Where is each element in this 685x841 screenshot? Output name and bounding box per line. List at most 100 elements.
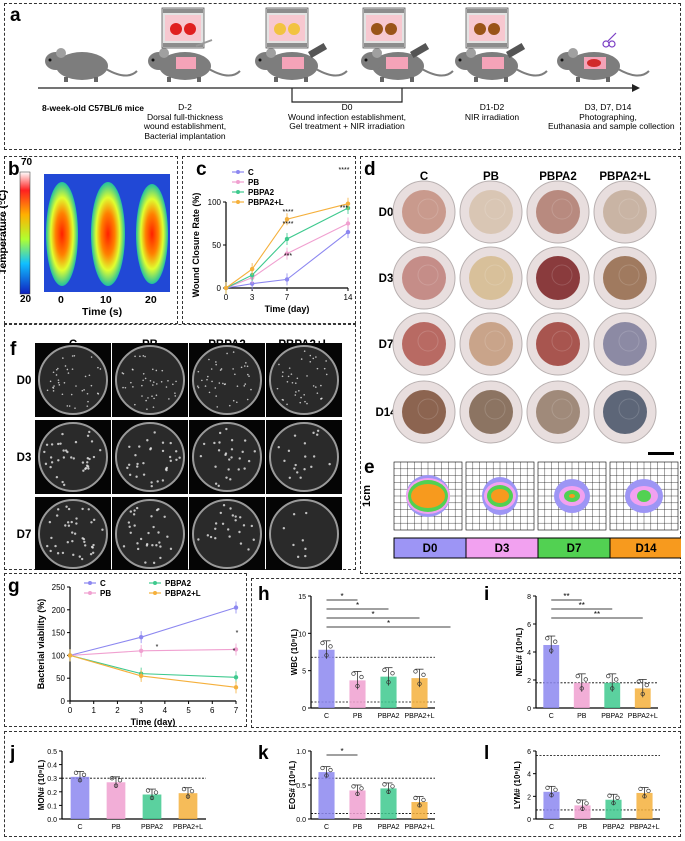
replicate-point	[614, 677, 619, 682]
significance-mark: **	[563, 592, 569, 601]
colony	[71, 539, 74, 543]
colony	[238, 457, 241, 460]
x-tick-label: C	[549, 824, 554, 831]
wound-area-D14	[411, 484, 445, 508]
colony	[88, 374, 91, 377]
replicate-point	[351, 671, 356, 676]
colony	[227, 528, 230, 531]
colony	[156, 480, 159, 483]
data-point-PBPA2+L	[233, 685, 239, 690]
colony	[312, 455, 316, 458]
cbar-min: 20	[20, 294, 32, 305]
colony	[78, 555, 81, 558]
colony	[218, 431, 222, 435]
colony	[286, 403, 288, 406]
significance-mark: **	[579, 601, 585, 610]
x-tick-label: PBPA2	[602, 824, 624, 831]
colony	[136, 465, 139, 468]
colony	[141, 384, 143, 387]
legend-marker-C	[88, 581, 92, 585]
colony	[309, 354, 312, 357]
colony	[159, 556, 162, 560]
step2-label: D-2 Dorsal full-thickness wound establis…	[140, 102, 230, 141]
replicate-point	[584, 801, 589, 806]
replicate-point	[81, 772, 87, 777]
colony	[86, 434, 90, 438]
colony	[215, 361, 217, 363]
colony	[132, 386, 134, 388]
panel-label-b: b	[8, 159, 20, 180]
thermal-cbar-label: Temperature (°C)	[0, 190, 9, 275]
colony	[52, 390, 55, 392]
colony	[83, 540, 86, 544]
colony	[288, 476, 292, 479]
y-axis-label: EOS# (10⁹/L)	[288, 760, 297, 809]
colony	[303, 350, 306, 352]
colony	[62, 456, 66, 459]
colony	[49, 456, 53, 459]
replicate-point	[324, 653, 329, 658]
colony	[206, 378, 208, 381]
colony	[320, 384, 322, 387]
colony	[127, 521, 131, 524]
colony	[225, 427, 228, 431]
colony	[155, 369, 158, 372]
colony	[174, 395, 177, 397]
frame-hi	[251, 578, 681, 728]
x-tick-label: PB	[353, 824, 363, 831]
colony	[72, 457, 76, 460]
colony	[296, 555, 300, 559]
replicate-point	[386, 789, 391, 794]
y-tick-label: 0.1	[47, 803, 57, 810]
colony	[73, 354, 76, 357]
colony	[196, 385, 199, 387]
row-header-D3: D3	[379, 273, 394, 285]
y-tick-label: 5	[302, 669, 306, 676]
colony	[155, 544, 158, 547]
data-point-PBPA2+L	[67, 653, 73, 658]
wound-area-D14	[569, 494, 575, 498]
colony	[225, 476, 228, 479]
frame-jkl	[4, 731, 681, 837]
colony	[229, 478, 232, 481]
colony	[229, 507, 232, 510]
colony	[151, 544, 154, 547]
colony	[66, 521, 70, 524]
step2-line2: wound establishment,	[143, 121, 227, 131]
replicate-point	[579, 686, 584, 691]
colony	[141, 395, 143, 397]
bar-C	[543, 645, 560, 708]
x-tick-label: PBPA2	[377, 713, 399, 720]
significance-mark: ****	[339, 167, 350, 174]
colony	[222, 382, 224, 385]
step5-label: D3, D7, D14 Photographing, Euthanasia an…	[548, 102, 675, 132]
step3-line1: Wound infection establishment,	[288, 111, 406, 122]
colony	[99, 448, 102, 452]
agar-plate	[115, 499, 185, 569]
colony	[66, 368, 69, 371]
colony	[201, 379, 203, 382]
y-tick-label: 0	[61, 697, 66, 706]
replicate-point	[610, 686, 615, 691]
data-point-PBPA2	[249, 272, 255, 278]
colony	[61, 393, 64, 396]
replicate-point	[328, 767, 333, 773]
replicate-point	[382, 667, 387, 673]
agar-plate	[192, 422, 262, 492]
colony	[209, 535, 213, 539]
data-point-PB	[284, 251, 290, 256]
y-tick-label: 50	[56, 674, 65, 683]
colony	[158, 541, 161, 544]
colony	[139, 537, 143, 541]
colony	[223, 383, 226, 386]
bar-PBPA2+L	[634, 688, 651, 708]
legend-marker-PBPA2+L	[153, 591, 157, 595]
colony	[228, 404, 231, 407]
data-point-PBPA2	[233, 675, 239, 680]
colony	[67, 507, 71, 511]
x-tick-label: 1	[91, 706, 96, 715]
colony	[238, 530, 241, 534]
panel-label-e: e	[364, 457, 375, 478]
scale-label: 1cm	[361, 485, 373, 507]
replicate-point	[355, 791, 360, 796]
